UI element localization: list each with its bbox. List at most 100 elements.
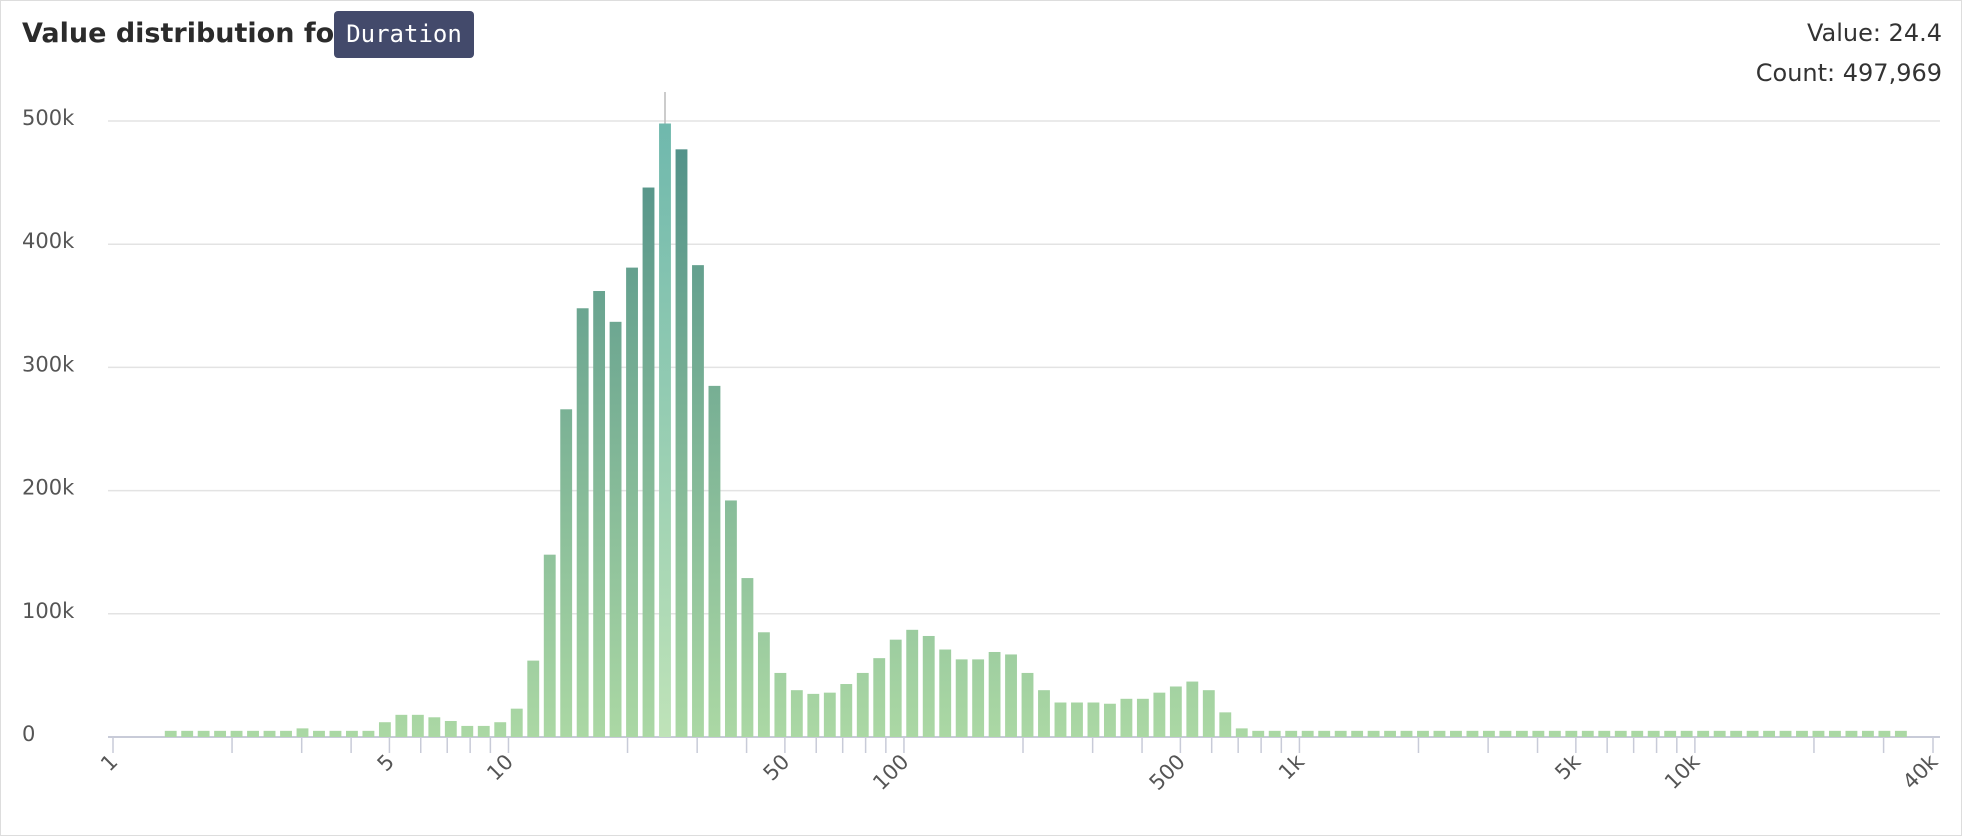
bar bbox=[1680, 730, 1693, 737]
bar bbox=[1450, 730, 1462, 737]
bar bbox=[1664, 730, 1677, 737]
bar bbox=[889, 639, 902, 737]
bar bbox=[1466, 730, 1479, 737]
bar bbox=[1054, 702, 1067, 737]
bar bbox=[1235, 728, 1248, 737]
bar bbox=[955, 659, 968, 737]
x-tick-label: 40k bbox=[1898, 749, 1943, 794]
bar bbox=[1812, 730, 1825, 737]
bar bbox=[1038, 690, 1050, 737]
bar bbox=[1367, 730, 1380, 737]
bar bbox=[1515, 730, 1528, 737]
bar bbox=[626, 267, 638, 737]
bar bbox=[197, 730, 210, 737]
y-tick-label: 0 bbox=[22, 722, 35, 746]
y-tick-label: 100k bbox=[22, 599, 75, 623]
bar bbox=[247, 730, 259, 737]
bar bbox=[1153, 692, 1166, 737]
bar bbox=[823, 692, 836, 737]
bar bbox=[1202, 690, 1215, 737]
y-tick-label: 200k bbox=[22, 476, 75, 500]
bar bbox=[1433, 730, 1446, 737]
bar bbox=[1532, 730, 1545, 737]
bar bbox=[659, 123, 671, 737]
bar bbox=[1548, 730, 1561, 737]
bar bbox=[1614, 730, 1627, 737]
bar bbox=[543, 554, 556, 737]
bar bbox=[329, 730, 342, 737]
bar bbox=[757, 632, 770, 737]
bar bbox=[1581, 730, 1594, 737]
bar bbox=[906, 629, 919, 737]
bar bbox=[164, 730, 177, 737]
bar bbox=[527, 660, 540, 737]
bar bbox=[1136, 698, 1149, 737]
chart-title: Value distribution for bbox=[22, 18, 348, 49]
bar bbox=[988, 651, 1001, 737]
bar bbox=[1186, 681, 1199, 737]
bar bbox=[1713, 730, 1726, 737]
bar bbox=[1861, 730, 1874, 737]
bar bbox=[1730, 730, 1743, 737]
bar bbox=[181, 730, 194, 737]
field-name: Duration bbox=[346, 20, 462, 48]
bar bbox=[840, 684, 853, 737]
bar bbox=[873, 658, 886, 737]
bar bbox=[214, 730, 227, 737]
x-tick-label: 5k bbox=[1550, 749, 1586, 785]
bar bbox=[395, 714, 408, 737]
bar bbox=[1499, 730, 1512, 737]
bar bbox=[1285, 730, 1298, 737]
bar bbox=[972, 659, 985, 737]
x-tick-label: 1k bbox=[1274, 749, 1310, 785]
bar bbox=[692, 265, 704, 737]
bar bbox=[510, 708, 523, 737]
bar bbox=[362, 730, 375, 737]
x-tick-label: 1 bbox=[96, 750, 122, 776]
bar bbox=[313, 730, 325, 737]
tooltip-value: Value: 24.4 bbox=[1807, 19, 1942, 47]
bar bbox=[1334, 730, 1347, 737]
x-tick-label: 10k bbox=[1660, 749, 1705, 794]
bar bbox=[1647, 730, 1660, 737]
bar bbox=[1005, 654, 1017, 737]
bar bbox=[1103, 703, 1116, 737]
bar bbox=[230, 730, 243, 737]
x-tick-label: 100 bbox=[868, 750, 913, 795]
bar bbox=[609, 321, 622, 737]
bar bbox=[1894, 730, 1907, 737]
bar bbox=[560, 409, 573, 737]
bar bbox=[1384, 730, 1396, 737]
bar bbox=[494, 722, 507, 737]
bar bbox=[1565, 730, 1578, 737]
bar bbox=[939, 649, 952, 737]
bar bbox=[1071, 702, 1083, 737]
bar bbox=[1318, 730, 1331, 737]
bar bbox=[1598, 730, 1611, 737]
bar bbox=[296, 728, 309, 737]
bar bbox=[1087, 702, 1100, 737]
bar bbox=[263, 730, 276, 737]
bar bbox=[741, 578, 754, 737]
y-tick-label: 400k bbox=[22, 229, 75, 253]
bar bbox=[922, 635, 935, 737]
bar bbox=[708, 385, 721, 737]
bar bbox=[593, 291, 606, 737]
bar bbox=[642, 187, 655, 737]
bar bbox=[1351, 730, 1364, 737]
bar bbox=[1219, 712, 1232, 737]
x-tick-label: 5 bbox=[373, 750, 399, 776]
bar bbox=[1482, 730, 1495, 737]
bar bbox=[774, 672, 787, 737]
bar bbox=[856, 672, 869, 737]
bar bbox=[1828, 730, 1841, 737]
y-tick-label: 300k bbox=[22, 352, 75, 376]
bar bbox=[1021, 672, 1034, 737]
bar bbox=[790, 690, 803, 737]
bar bbox=[1417, 730, 1429, 737]
bar bbox=[428, 717, 441, 737]
y-tick-label: 500k bbox=[22, 106, 75, 130]
bar bbox=[576, 308, 589, 737]
